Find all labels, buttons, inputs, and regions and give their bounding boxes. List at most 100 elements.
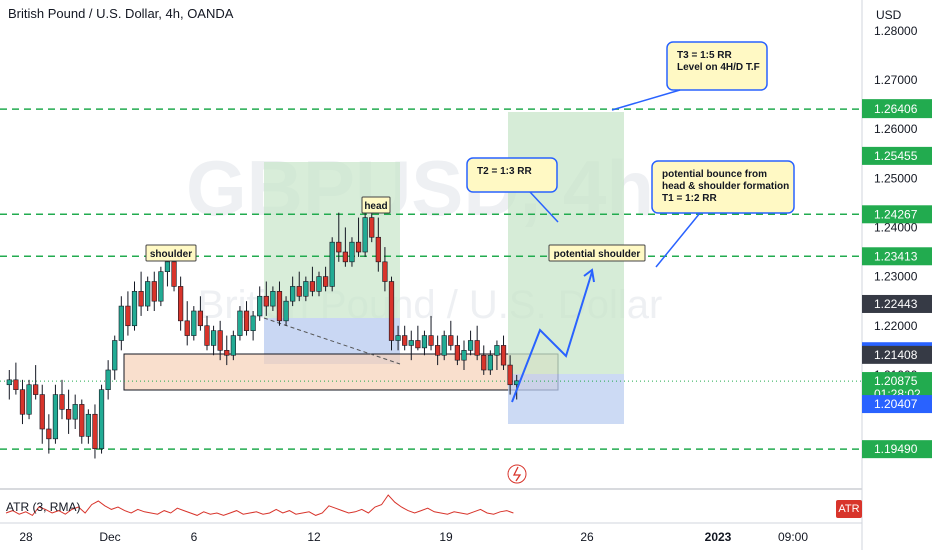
candle-body (296, 286, 302, 297)
zones (123, 112, 624, 424)
candle-body (257, 295, 263, 317)
candle-body (395, 335, 401, 341)
candle-body (191, 310, 197, 336)
candle-body (349, 241, 355, 263)
price-axis[interactable]: 1.28000 1.27000 1.26000 1.25000 1.24000 1.230… (861, 0, 932, 550)
price-level-label: 1.19490 (874, 442, 918, 456)
y-tick-label: 1.23000 (874, 270, 918, 284)
candle-body (112, 340, 118, 371)
x-tick-label: 28 (19, 530, 33, 544)
candle-body (448, 335, 454, 346)
candle-body (355, 241, 362, 253)
price-level-label: 1.20875 (874, 374, 918, 388)
price-level-badge (862, 146, 932, 165)
x-tick-label: 6 (191, 530, 198, 544)
annotation-box (548, 244, 646, 262)
lightning-icon-bolt (512, 466, 522, 482)
annotation-text: T1 = 1:2 RR (662, 193, 718, 204)
candle-body (388, 281, 395, 341)
candle-body (224, 350, 230, 356)
time-axis[interactable]: 28 Dec 6 12 19 26 2023 09:00 (19, 530, 808, 544)
price-level-label: 1.25455 (874, 149, 918, 163)
price-axis-bg (862, 0, 932, 550)
price-level-badge (862, 205, 932, 224)
candles (6, 202, 595, 459)
candle-body (309, 281, 316, 292)
candle-body (474, 340, 480, 356)
atr-line (5, 494, 514, 517)
candle-body (441, 335, 447, 356)
price-level-label: 1.26406 (874, 102, 918, 116)
price-level-label: 1.22443 (874, 297, 918, 311)
candle-body (85, 413, 91, 437)
candle-body (382, 261, 388, 282)
candle-body (39, 394, 45, 430)
candle-body (151, 281, 157, 302)
projection-arrowhead (583, 268, 595, 283)
candle-body (303, 281, 309, 297)
price-level-label: 1.21408 (874, 348, 918, 362)
candle-body (237, 310, 243, 336)
candle-body (33, 384, 39, 395)
candle-body (362, 217, 368, 253)
candle-body (467, 340, 474, 351)
candle-body (494, 345, 500, 356)
candle-body (290, 286, 296, 302)
callout-pointer (611, 89, 681, 111)
x-tick-label: 19 (439, 530, 453, 544)
y-tick-label: 1.26000 (874, 122, 918, 136)
candle-body (26, 384, 32, 415)
candle-body (197, 310, 204, 327)
candle-body (217, 330, 223, 351)
y-tick-label: 1.24000 (874, 220, 918, 234)
atr-label: ATR (3, RMA) (6, 500, 81, 514)
lightning-icon (507, 464, 527, 484)
candle-body (316, 276, 322, 292)
x-tick-label: Dec (99, 530, 120, 544)
x-tick-label: 26 (580, 530, 594, 544)
x-tick-label: 12 (307, 530, 321, 544)
candle-body (402, 335, 408, 346)
currency-label: USD (876, 8, 902, 22)
candle-body (250, 315, 256, 331)
candle-body (342, 251, 348, 263)
candle-body (72, 404, 78, 420)
candle-body (369, 217, 375, 238)
candle-body (184, 320, 190, 336)
candle-body (454, 345, 461, 361)
candle-body (98, 389, 105, 449)
candle-body (487, 354, 493, 371)
y-tick-label: 1.28000 (874, 24, 918, 38)
x-tick-label: 09:00 (778, 530, 808, 544)
candle-body (52, 394, 59, 440)
projection-path (511, 271, 593, 403)
y-tick-label: 1.27000 (874, 73, 918, 87)
candle-body (125, 305, 131, 327)
atr-badge[interactable]: ATR (836, 500, 862, 518)
candle-body (59, 394, 65, 410)
candle-body (336, 241, 342, 253)
neckline (263, 317, 401, 365)
candle-body (204, 325, 210, 346)
annotation-box (651, 160, 795, 214)
candle-body (507, 364, 513, 386)
y-tick-label: 1.25000 (874, 171, 918, 185)
stop-zone (508, 374, 624, 424)
price-level-label: 1.20407 (874, 397, 918, 411)
candle-body (435, 345, 441, 356)
candle-body (421, 335, 428, 349)
price-level-badge (862, 247, 932, 266)
price-level-badge (862, 100, 932, 119)
candle-body (408, 340, 414, 346)
annotation-text: T3 = 1:5 RR (677, 50, 733, 61)
annotation-text: shoulder (150, 249, 192, 260)
price-level-label: 1.23413 (874, 249, 918, 263)
candle-body (461, 350, 467, 361)
candle-body (79, 404, 85, 437)
candle-body (131, 291, 138, 327)
candle-body (118, 305, 124, 341)
price-level-badge (862, 345, 932, 364)
candle-body (164, 261, 171, 272)
candle-body (138, 291, 144, 307)
